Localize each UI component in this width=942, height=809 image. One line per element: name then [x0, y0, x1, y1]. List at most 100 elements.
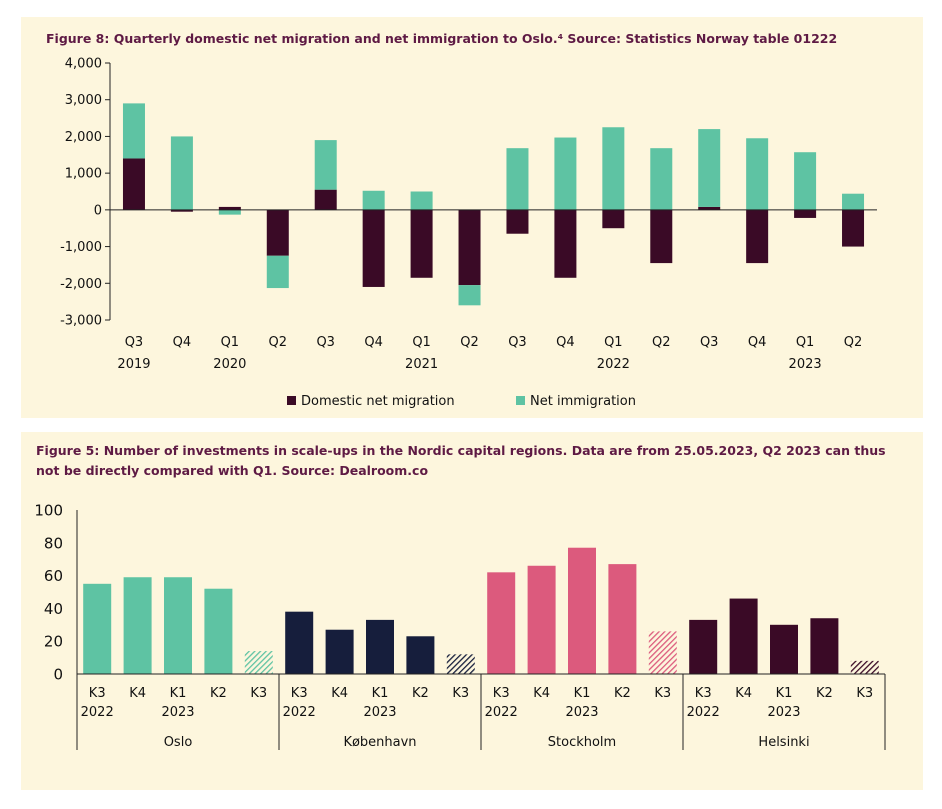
chart2-xtick-label: K4 — [129, 686, 146, 701]
chart1-bar-immigration — [602, 127, 625, 210]
chart1-xtick-label: Q1 — [604, 335, 623, 350]
figure-5-title-line-2: not be directly compared with Q1. Source… — [36, 463, 429, 478]
figure-8-title: Figure 8: Quarterly domestic net migrati… — [46, 31, 838, 46]
chart2-year-label: 2022 — [485, 705, 518, 720]
chart1-ytick-label: 1,000 — [65, 167, 102, 182]
chart2-bar-kobenhavn — [325, 629, 354, 674]
chart2-bar-helsinki — [810, 618, 839, 674]
chart2-xtick-label: K3 — [654, 686, 671, 701]
chart2-ytick-label: 60 — [44, 567, 63, 585]
chart2-bar-kobenhavn — [446, 654, 475, 674]
chart1-year-label: 2022 — [597, 357, 630, 372]
figure-5-title-line-1: Figure 5: Number of investments in scale… — [36, 443, 886, 458]
chart2-xtick-label: K2 — [816, 686, 833, 701]
chart2-bar-stockholm — [487, 572, 516, 674]
chart2-xtick-label: K2 — [614, 686, 631, 701]
chart1-bar-immigration — [458, 285, 481, 306]
chart1-bar-domestic — [266, 209, 289, 256]
chart1-year-label: 2021 — [405, 357, 438, 372]
chart2-bar-kobenhavn — [406, 636, 435, 674]
chart1-bar-immigration — [122, 103, 145, 159]
chart1-bar-immigration — [266, 255, 289, 289]
chart2-xtick-label: K3 — [452, 686, 469, 701]
chart1-xtick-label: Q1 — [412, 335, 431, 350]
chart1-ytick-label: 0 — [94, 203, 102, 218]
chart1-bar-immigration — [554, 137, 577, 210]
chart2-bar-helsinki — [729, 598, 758, 674]
chart2-ytick-label: 40 — [44, 600, 63, 618]
chart2-xtick-label: K3 — [291, 686, 308, 701]
chart1-bar-domestic — [554, 209, 577, 278]
chart1-ytick-label: -3,000 — [60, 314, 102, 329]
chart2-ytick-label: 20 — [44, 633, 63, 651]
chart2-ytick-label: 0 — [53, 666, 63, 684]
chart1-xtick-label: Q4 — [556, 335, 575, 350]
chart1-year-label: 2019 — [117, 357, 150, 372]
chart1-bar-domestic — [698, 206, 721, 210]
chart2-group-label: København — [343, 735, 416, 750]
chart1-xtick-label: Q3 — [700, 335, 719, 350]
chart2-group-label: Helsinki — [758, 735, 809, 750]
chart1-xtick-label: Q3 — [125, 335, 144, 350]
chart1-ytick-label: 2,000 — [65, 130, 102, 145]
chart1-ytick-label: -2,000 — [60, 277, 102, 292]
chart2-xtick-label: K4 — [331, 686, 348, 701]
chart2-group-label: Oslo — [164, 735, 193, 750]
chart1-bar-immigration — [170, 136, 193, 210]
chart1-xtick-label: Q3 — [316, 335, 335, 350]
chart1-bar-immigration — [650, 148, 673, 210]
chart1-bar-domestic — [410, 209, 433, 278]
chart2-xtick-label: K3 — [250, 686, 267, 701]
chart1-ytick-label: 3,000 — [65, 93, 102, 108]
chart2-bar-helsinki — [770, 624, 798, 674]
chart2-bar-kobenhavn — [285, 611, 314, 674]
chart1-xtick-label: Q2 — [460, 335, 479, 350]
chart2-xtick-label: K3 — [695, 686, 712, 701]
chart2-xtick-label: K1 — [776, 686, 793, 701]
chart2-bar-helsinki — [689, 619, 718, 674]
chart2-year-label: 2023 — [565, 705, 598, 720]
chart1-bar-domestic — [746, 209, 769, 264]
chart1-xtick-label: Q2 — [652, 335, 671, 350]
chart2-xtick-label: K3 — [493, 686, 510, 701]
chart2-bar-stockholm — [527, 565, 556, 674]
chart2-group-label: Stockholm — [548, 735, 616, 750]
chart1-bar-immigration — [506, 148, 529, 210]
chart2-bar-kobenhavn — [366, 619, 394, 674]
chart1-bar-immigration — [362, 190, 385, 210]
chart1-legend-label: Domestic net migration — [301, 394, 455, 409]
chart1-bar-immigration — [410, 191, 433, 210]
chart1-year-label: 2023 — [789, 357, 822, 372]
chart2-year-label: 2023 — [161, 705, 194, 720]
chart2-xtick-label: K1 — [372, 686, 389, 701]
chart1-bar-domestic — [122, 158, 145, 210]
chart2-bar-stockholm — [608, 564, 637, 674]
chart2-bar-oslo — [204, 588, 233, 674]
chart2-xtick-label: K3 — [856, 686, 873, 701]
figure-5-title: Figure 5: Number of investments in scale… — [36, 441, 886, 481]
chart2-ytick-label: 80 — [44, 534, 63, 552]
chart2-xtick-label: K4 — [533, 686, 550, 701]
chart2-bar-oslo — [83, 583, 112, 674]
chart2-bar-stockholm — [568, 547, 596, 674]
chart1-bar-domestic — [458, 209, 481, 286]
chart2-xtick-label: K2 — [412, 686, 429, 701]
chart1-bar-domestic — [650, 209, 673, 264]
chart1-bar-domestic — [314, 189, 337, 210]
chart1-xtick-label: Q4 — [748, 335, 767, 350]
chart1-bar-immigration — [746, 138, 769, 210]
chart1-xtick-label: Q4 — [364, 335, 383, 350]
chart1-bar-domestic — [170, 209, 193, 212]
chart1-ytick-label: -1,000 — [60, 240, 102, 255]
chart1-bar-domestic — [506, 209, 529, 234]
chart2-year-label: 2022 — [81, 705, 114, 720]
chart2-bar-stockholm — [648, 631, 677, 674]
chart1-legend-swatch-immigration — [516, 396, 525, 405]
chart2-bar-oslo — [164, 577, 192, 674]
chart1-xtick-label: Q1 — [796, 335, 815, 350]
chart1-bar-immigration — [314, 140, 337, 190]
chart1-bar-domestic — [218, 206, 241, 210]
chart1-bar-domestic — [842, 209, 865, 247]
chart2-year-label: 2022 — [687, 705, 720, 720]
chart2-year-label: 2023 — [363, 705, 396, 720]
